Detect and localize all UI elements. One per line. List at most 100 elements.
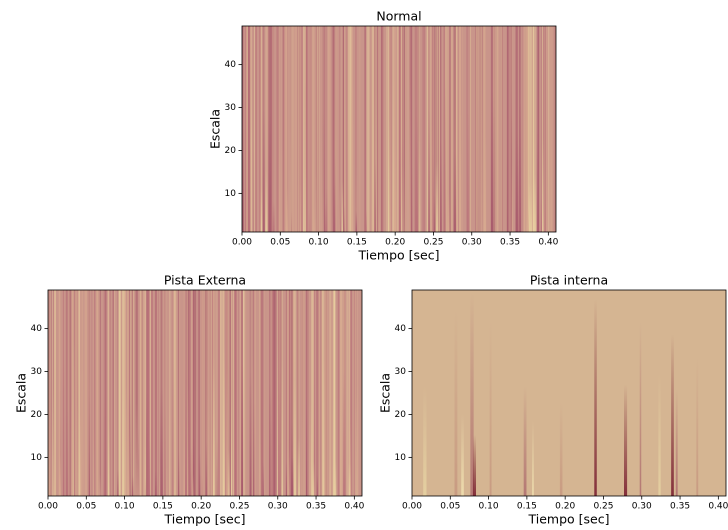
texture-streak [191,437,194,496]
texture-stripe [374,26,376,232]
texture-streak [62,346,65,496]
texture-stripe [469,26,471,232]
texture-stripe [358,26,361,232]
texture-stripe [49,290,52,496]
texture-stripe [317,290,320,496]
texture-stripe [246,26,248,232]
texture-stripe [253,290,256,496]
texture-streak [343,371,346,496]
texture-stripe [355,26,357,232]
x-tick-label: 0.40 [708,502,728,512]
texture-stripe [397,26,399,232]
texture-stripe [318,26,320,232]
texture-stripe [290,26,292,232]
texture-stripe [506,26,509,232]
texture-stripe [400,26,402,232]
texture-streak [280,130,284,232]
texture-stripe [312,290,314,496]
texture-stripe [509,26,512,232]
texture-stripe [290,26,293,232]
texture-streak [594,299,597,496]
texture-stripe [201,290,203,496]
texture-streak [333,182,335,232]
texture-streak [529,183,532,232]
texture-streak [278,92,281,232]
x-tick-label: 0.20 [191,502,211,512]
texture-streak [52,387,54,496]
x-axis-label: Tiempo [sec] [528,512,610,527]
texture-streak [249,371,252,496]
texture-streak [322,359,325,496]
texture-stripe [440,26,443,232]
texture-stripe [372,26,374,232]
texture-streak [355,210,358,232]
texture-stripe [284,26,286,232]
texture-stripe [232,290,235,496]
texture-stripe [316,290,318,496]
texture-stripe [497,26,500,232]
texture-streak [117,469,119,496]
texture-streak [260,186,263,232]
texture-streak [472,434,477,496]
texture-stripe [287,290,290,496]
texture-stripe [327,290,329,496]
texture-stripe [285,26,288,232]
texture-streak [302,398,305,496]
texture-stripe [324,290,326,496]
texture-streak [346,122,349,232]
x-tick-label: 0.15 [517,502,537,512]
texture-stripe [529,26,532,232]
texture-stripe [332,290,335,496]
texture-stripe [405,26,408,232]
texture-streak [559,402,563,496]
texture-streak [339,347,343,496]
texture-streak [544,186,547,232]
texture-stripe [476,26,478,232]
texture-stripe [393,26,396,232]
texture-streak [80,336,82,496]
texture-stripe [185,290,188,496]
texture-streak [265,169,268,232]
texture-stripe [85,290,88,496]
y-tick-label: 30 [225,103,237,113]
texture-stripe [218,290,219,496]
texture-streak [675,389,678,496]
texture-streak [414,102,418,232]
texture-stripe [310,26,312,232]
texture-stripe [481,26,484,232]
texture-streak [269,390,273,496]
texture-streak [135,403,138,496]
texture-stripe [260,290,262,496]
texture-stripe [511,26,513,232]
texture-stripe [342,26,345,232]
texture-streak [272,201,275,232]
texture-stripe [553,26,556,232]
texture-stripe [291,290,294,496]
texture-streak [228,337,230,496]
texture-streak [272,130,275,232]
texture-stripe [394,26,397,232]
texture-stripe [542,26,545,232]
texture-stripe [91,290,93,496]
texture-stripe [296,26,299,232]
x-tick-label: 0.40 [344,502,364,512]
x-tick-label: 0.30 [632,502,652,512]
texture-streak [435,161,439,232]
texture-stripe [53,290,55,496]
heatmap [412,290,726,496]
texture-streak [527,173,530,232]
texture-stripe [215,290,218,496]
texture-streak [263,364,266,496]
texture-stripe [450,26,453,232]
texture-stripe [386,26,388,232]
texture-stripe [300,26,302,232]
texture-stripe [78,290,80,496]
texture-stripe [318,290,320,496]
texture-stripe [447,26,449,232]
texture-stripe [316,290,318,496]
texture-streak [341,392,344,496]
texture-stripe [440,26,442,232]
texture-streak [432,154,435,232]
texture-stripe [239,290,241,496]
texture-stripe [334,290,336,496]
